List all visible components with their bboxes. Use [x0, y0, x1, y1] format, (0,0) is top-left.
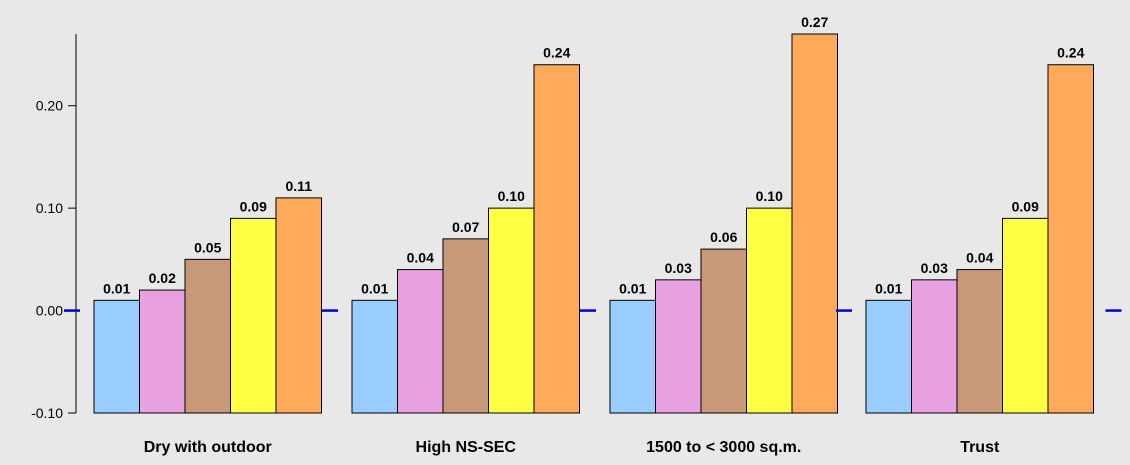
y-tick-label: -0.10: [31, 405, 63, 421]
bar: [488, 207, 535, 414]
data-label: 0.27: [801, 14, 828, 30]
data-label: 0.11: [286, 178, 313, 194]
data-label: 0.01: [103, 280, 130, 296]
data-label: 0.01: [619, 280, 646, 296]
bar: [911, 279, 958, 414]
data-label: 0.03: [921, 260, 948, 276]
bar: [956, 269, 1003, 414]
bar: [139, 289, 186, 414]
data-label: 0.04: [966, 250, 993, 266]
bar: [184, 258, 231, 414]
bar: [791, 33, 838, 414]
data-label: 0.02: [149, 270, 176, 286]
bar: [865, 299, 912, 414]
bar: [230, 217, 277, 414]
data-label: 0.10: [756, 188, 783, 204]
bar: [93, 299, 140, 414]
data-label: 0.09: [240, 198, 267, 214]
bar: [397, 269, 444, 414]
data-label: 0.09: [1012, 198, 1039, 214]
data-label: 0.04: [407, 250, 434, 266]
data-label: 0.01: [875, 280, 902, 296]
data-label: 0.24: [1057, 45, 1084, 61]
bar: [1047, 64, 1094, 414]
data-label: 0.06: [710, 229, 737, 245]
y-tick-label: 0.00: [36, 303, 63, 319]
data-label: 0.03: [665, 260, 692, 276]
bar: [746, 207, 793, 414]
category-label: High NS-SEC: [416, 439, 517, 456]
bar: [275, 197, 322, 414]
category-label: Dry with outdoor: [144, 439, 272, 456]
data-label: 0.01: [361, 280, 388, 296]
data-label: 0.05: [194, 239, 221, 255]
data-label: 0.24: [543, 45, 570, 61]
bar: [442, 238, 489, 414]
bar: [609, 299, 656, 414]
y-tick-label: 0.10: [36, 200, 63, 216]
bar: [700, 248, 747, 414]
bar: [351, 299, 398, 414]
bar: [1002, 217, 1049, 414]
data-label: 0.07: [452, 219, 479, 235]
y-tick-label: 0.20: [36, 98, 63, 114]
category-label: 1500 to < 3000 sq.m.: [646, 439, 801, 456]
category-label: Trust: [960, 439, 1000, 456]
data-label: 0.10: [498, 188, 525, 204]
bar: [655, 279, 702, 414]
bar: [533, 64, 580, 414]
